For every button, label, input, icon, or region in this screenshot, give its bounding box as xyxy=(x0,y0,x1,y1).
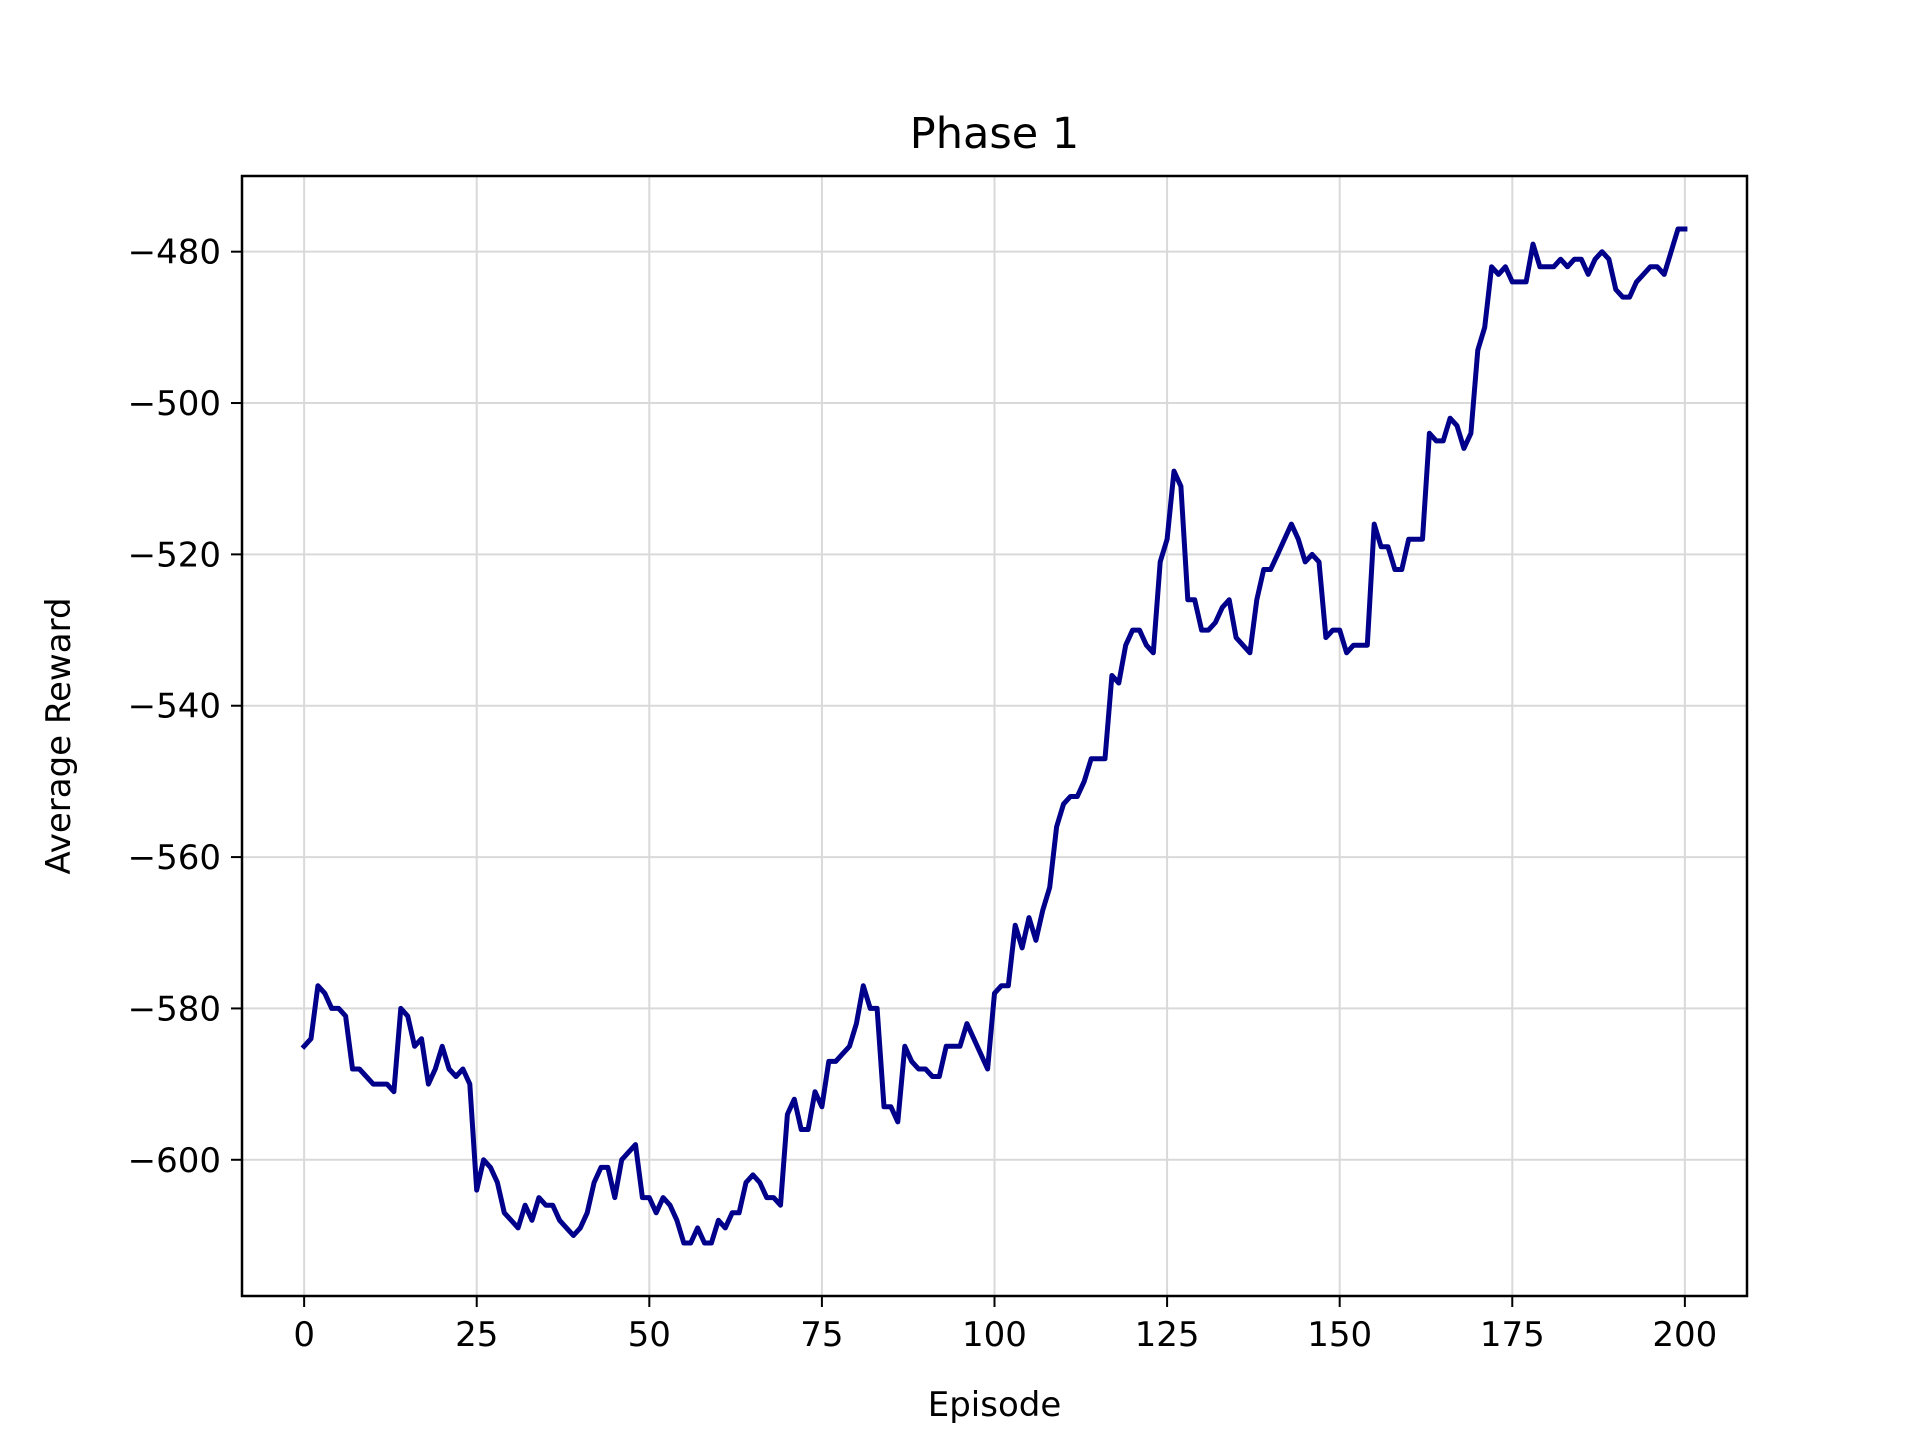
y-axis-label: Average Reward xyxy=(39,597,79,874)
x-tick-label: 175 xyxy=(1480,1315,1545,1355)
x-tick-label: 100 xyxy=(962,1315,1027,1355)
x-tick-label: 0 xyxy=(293,1315,315,1355)
y-tick-label: −520 xyxy=(128,535,221,575)
y-tick-label: −500 xyxy=(128,384,221,424)
y-tick-label: −480 xyxy=(128,233,221,273)
y-tick-label: −600 xyxy=(128,1141,221,1181)
y-tick-label: −540 xyxy=(128,687,221,727)
axis-ticks: 0 25 50 75 100 125 150 175 200 −600 −580 −560 −540 −5… xyxy=(128,233,1718,1355)
y-tick-label: −560 xyxy=(128,838,221,878)
chart-title: Phase 1 xyxy=(910,109,1079,159)
x-tick-label: 50 xyxy=(628,1315,671,1355)
x-tick-label: 150 xyxy=(1307,1315,1372,1355)
x-tick-label: 75 xyxy=(800,1315,843,1355)
series-line-0 xyxy=(300,226,1688,1246)
x-tick-label: 25 xyxy=(455,1315,498,1355)
plot-lines xyxy=(300,226,1688,1246)
y-tick-label: −580 xyxy=(128,989,221,1029)
grid-lines xyxy=(242,176,1747,1296)
x-axis-label: Episode xyxy=(928,1385,1062,1425)
x-tick-label: 200 xyxy=(1652,1315,1717,1355)
x-tick-label: 125 xyxy=(1135,1315,1200,1355)
